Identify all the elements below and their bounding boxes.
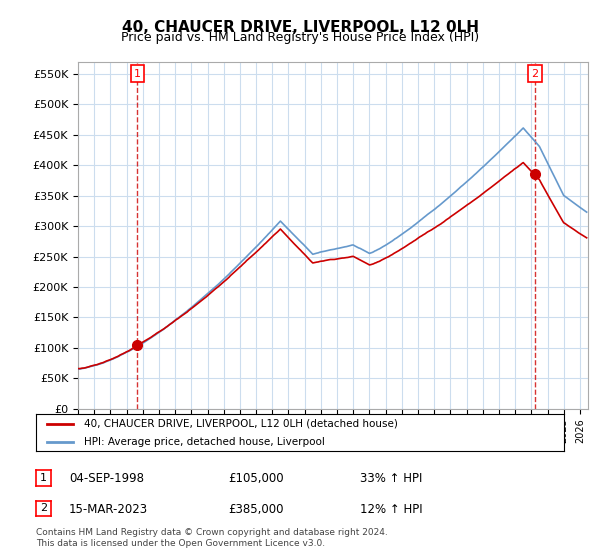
Text: 40, CHAUCER DRIVE, LIVERPOOL, L12 0LH: 40, CHAUCER DRIVE, LIVERPOOL, L12 0LH bbox=[121, 20, 479, 35]
Text: 2: 2 bbox=[531, 69, 538, 79]
Text: 04-SEP-1998: 04-SEP-1998 bbox=[69, 472, 144, 486]
Text: 2: 2 bbox=[40, 503, 47, 514]
Text: 15-MAR-2023: 15-MAR-2023 bbox=[69, 503, 148, 516]
Text: £105,000: £105,000 bbox=[228, 472, 284, 486]
Text: Contains HM Land Registry data © Crown copyright and database right 2024.
This d: Contains HM Land Registry data © Crown c… bbox=[36, 528, 388, 548]
Text: £385,000: £385,000 bbox=[228, 503, 284, 516]
Text: 1: 1 bbox=[40, 473, 47, 483]
Text: Price paid vs. HM Land Registry's House Price Index (HPI): Price paid vs. HM Land Registry's House … bbox=[121, 31, 479, 44]
Text: 12% ↑ HPI: 12% ↑ HPI bbox=[360, 503, 422, 516]
Text: 1: 1 bbox=[134, 69, 141, 79]
Text: HPI: Average price, detached house, Liverpool: HPI: Average price, detached house, Live… bbox=[83, 437, 325, 447]
Text: 33% ↑ HPI: 33% ↑ HPI bbox=[360, 472, 422, 486]
Text: 40, CHAUCER DRIVE, LIVERPOOL, L12 0LH (detached house): 40, CHAUCER DRIVE, LIVERPOOL, L12 0LH (d… bbox=[83, 418, 397, 428]
